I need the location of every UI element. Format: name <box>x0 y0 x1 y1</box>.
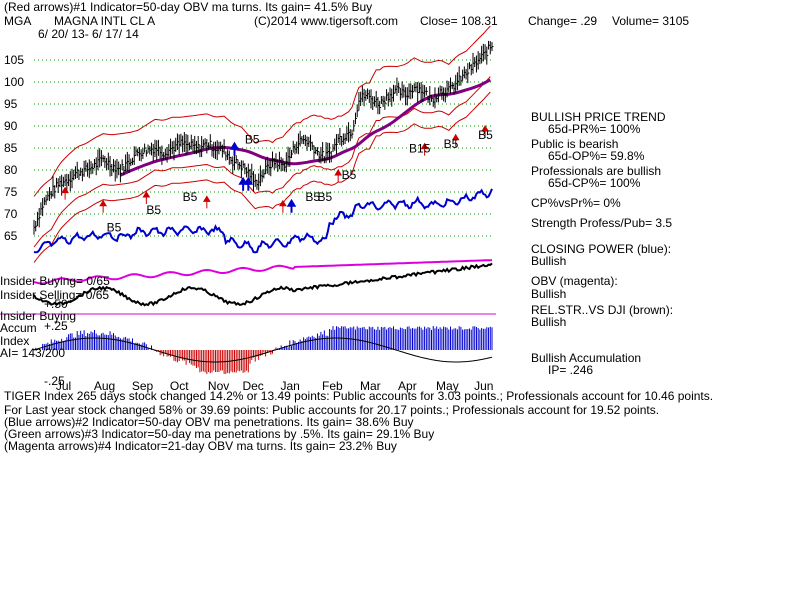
month-label: Mar <box>360 379 381 393</box>
price-tick-label: 70 <box>4 207 18 221</box>
price-tick-label: 80 <box>4 163 18 177</box>
signal-label: B5 <box>107 221 122 235</box>
ticker: MGA <box>4 14 32 28</box>
signal-label: B15 <box>409 141 431 155</box>
accum-title: Bullish Accumulation <box>531 351 642 365</box>
relstr-title: REL.STR..VS DJI (brown): <box>531 303 674 317</box>
ai-value: AI= 143/200 <box>0 346 66 360</box>
signal-arrow <box>202 195 211 209</box>
price-tick-label: 95 <box>4 97 18 111</box>
month-label: Dec <box>242 379 263 393</box>
footer-line5: (Magenta arrows)#4 Indicator=21-day OBV … <box>4 439 397 453</box>
price-tick-label: 105 <box>4 53 24 67</box>
inner-band-line <box>33 76 491 248</box>
signal-arrow <box>142 191 151 204</box>
footer-line3: (Blue arrows)#2 Indicator=50-day OBV ma … <box>4 415 414 429</box>
price-tick-label: 65 <box>4 229 18 243</box>
obv-status: Bullish <box>531 287 567 301</box>
obv-title: OBV (magenta): <box>531 274 618 288</box>
close-value: Close= 108.31 <box>420 14 498 28</box>
month-label: Apr <box>398 379 417 393</box>
month-label: Nov <box>208 379 229 393</box>
trend-value: 65d-PR%= 100% <box>548 122 641 136</box>
signal-label: B5 <box>317 190 332 204</box>
signal-arrow <box>61 186 69 200</box>
change-value: Change= .29 <box>528 14 598 28</box>
professionals-value: 65d-CP%= 100% <box>548 176 641 190</box>
signal-arrow <box>99 199 108 213</box>
signal-label: B5 <box>146 203 161 217</box>
signal-arrow <box>278 199 287 213</box>
obv-line <box>33 259 493 285</box>
signal-arrow <box>481 125 489 138</box>
accum-minus25: -.25 <box>44 374 65 388</box>
signal-label: B5 <box>245 133 260 147</box>
cp-title: CLOSING POWER (blue): <box>531 242 672 256</box>
blue-signal-arrow <box>243 176 254 191</box>
volume-value: Volume= 3105 <box>612 14 690 28</box>
company-name: MAGNA INTL CL A <box>54 14 156 28</box>
month-label: Jul <box>56 379 71 393</box>
accum-value: IP= .246 <box>548 363 594 377</box>
signal-arrow <box>420 142 429 156</box>
price-tick-label: 90 <box>4 119 18 133</box>
price-tick-label: 100 <box>4 75 24 89</box>
header-line1: (Red arrows)#1 Indicator=50-day OBV ma t… <box>4 0 373 14</box>
month-label: Oct <box>170 379 189 393</box>
price-tick-label: 85 <box>4 141 18 155</box>
blue-signal-arrow <box>238 176 248 191</box>
index-label: Index <box>0 334 30 348</box>
blue-signal-arrow <box>286 198 297 213</box>
footer-line2: For Last year stock changed 58% or 39.69… <box>4 403 660 417</box>
closing-power-line <box>33 188 493 254</box>
accum-plus50: +.50 <box>44 297 68 311</box>
month-label: Jun <box>474 379 493 393</box>
signal-label: B5 <box>305 190 320 204</box>
month-label: Feb <box>322 379 343 393</box>
signal-arrow <box>451 133 460 147</box>
insider-selling-ratio: Insider Selling= 0/65 <box>0 288 110 302</box>
copyright: (C)2014 www.tigersoft.com <box>254 14 399 28</box>
accum-plus25: +.25 <box>44 319 68 333</box>
relstr-status: Bullish <box>531 315 567 329</box>
month-label: Aug <box>94 379 115 393</box>
signal-label: B5 <box>444 137 459 151</box>
insider-buying-ratio: Insider Buying= 0/65 <box>0 274 110 288</box>
date-range: 6/ 20/ 13- 6/ 17/ 14 <box>38 27 139 41</box>
accum-ma-line <box>33 337 493 363</box>
upper-band-line <box>33 25 491 197</box>
footer-line4: (Green arrows)#3 Indicator=50-day ma pen… <box>4 427 435 441</box>
blue-signal-arrow <box>229 141 240 156</box>
public-value: 65d-OP%= 59.8% <box>548 149 645 163</box>
month-label: Jan <box>281 379 300 393</box>
trend-title: BULLISH PRICE TREND <box>531 110 666 124</box>
professionals-title: Professionals are bullish <box>531 164 662 178</box>
month-label: Sep <box>132 379 154 393</box>
public-title: Public is bearish <box>531 137 619 151</box>
cp-status: Bullish <box>531 254 567 268</box>
lower-band-line <box>33 91 491 263</box>
insider-buying-label: Insider Buying <box>0 309 77 323</box>
signal-label: B5 <box>342 168 357 182</box>
month-label: May <box>436 379 459 393</box>
ma50-line <box>119 78 491 177</box>
relstr-line <box>33 262 493 307</box>
signal-arrow <box>334 169 343 182</box>
signal-label: B5 <box>478 128 493 142</box>
accum-label: Accum <box>0 321 37 335</box>
strength: Strength Profess/Pub= 3.5 <box>531 216 673 230</box>
cp-vs-pr: CP%vsPr%= 0% <box>531 196 621 210</box>
price-tick-label: 75 <box>4 185 18 199</box>
signal-label: B5 <box>183 190 198 204</box>
footer-line1: TIGER Index 265 days stock changed 14.2%… <box>4 389 714 403</box>
